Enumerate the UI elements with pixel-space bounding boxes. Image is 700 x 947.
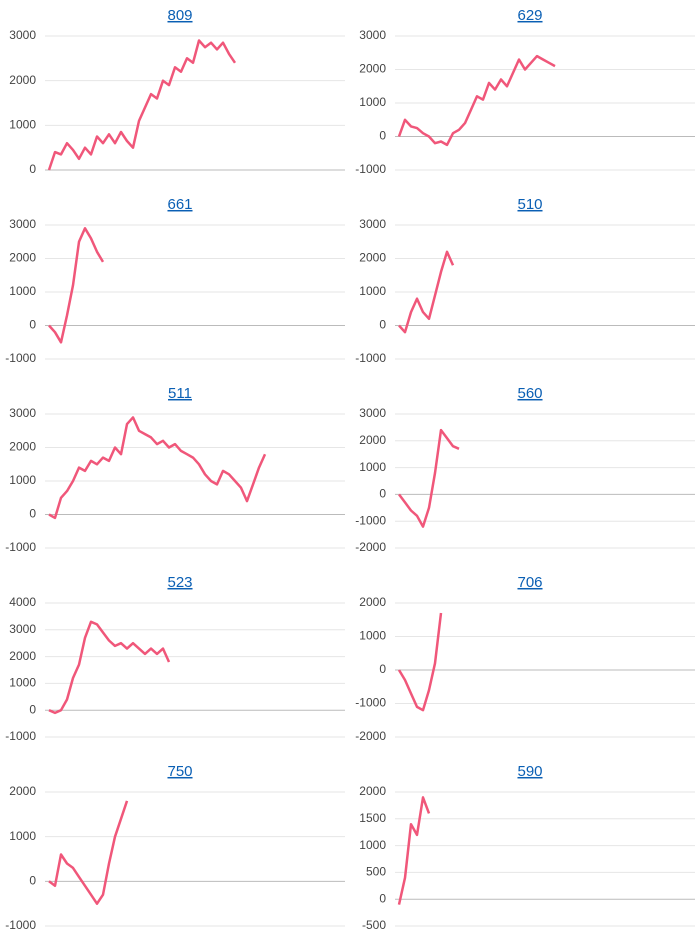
y-tick-label: 3000: [359, 406, 386, 420]
y-tick-label: 2000: [359, 62, 386, 76]
data-line: [397, 612, 443, 712]
y-tick-label: 0: [29, 507, 36, 521]
y-tick-label: -1000: [5, 351, 36, 365]
y-tick-label: 2000: [9, 440, 36, 454]
data-line: [47, 39, 237, 171]
y-tick-label: 2000: [9, 649, 36, 663]
y-tick-label: 0: [29, 318, 36, 332]
y-tick-label: -1000: [355, 513, 386, 527]
y-tick-label: 1000: [9, 473, 36, 487]
data-line: [398, 428, 460, 528]
chart-title[interactable]: 750: [167, 763, 192, 780]
data-line: [48, 227, 105, 344]
y-tick-label: 1000: [9, 118, 36, 132]
chart-title[interactable]: 661: [167, 196, 192, 213]
y-tick-label: 1000: [9, 284, 36, 298]
y-tick-label: -2000: [355, 729, 386, 743]
y-tick-label: 1500: [359, 811, 386, 825]
y-tick-label: 2000: [359, 433, 386, 447]
y-tick-label: 2000: [9, 73, 36, 87]
y-tick-label: 1000: [359, 838, 386, 852]
y-tick-label: 2000: [359, 784, 386, 798]
chart-title[interactable]: 809: [167, 7, 192, 24]
y-tick-label: 0: [29, 874, 36, 888]
y-tick-label: 3000: [359, 28, 386, 42]
y-tick-label: 1000: [359, 284, 386, 298]
data-line: [398, 250, 455, 334]
chart-title[interactable]: 560: [517, 385, 542, 402]
y-tick-label: 1000: [9, 829, 36, 843]
y-tick-label: 500: [366, 865, 386, 879]
y-tick-label: -1000: [355, 162, 386, 176]
chart-title[interactable]: 511: [168, 385, 192, 402]
y-tick-label: 3000: [9, 406, 36, 420]
y-tick-label: 2000: [9, 784, 36, 798]
y-tick-label: -1000: [5, 540, 36, 554]
data-line: [397, 796, 431, 905]
y-tick-label: 1000: [359, 460, 386, 474]
y-tick-label: 0: [379, 487, 386, 501]
data-line: [397, 54, 556, 147]
data-line: [48, 620, 171, 715]
y-tick-label: 0: [379, 129, 386, 143]
y-tick-label: 2000: [359, 251, 386, 265]
y-tick-label: 2000: [9, 251, 36, 265]
chart-title[interactable]: 590: [517, 763, 542, 780]
data-line: [48, 800, 129, 905]
chart-title[interactable]: 629: [517, 7, 542, 24]
y-tick-label: -1000: [5, 918, 36, 932]
y-tick-label: 3000: [9, 217, 36, 231]
y-tick-label: 3000: [359, 217, 386, 231]
y-tick-label: 3000: [9, 28, 36, 42]
y-tick-label: 0: [379, 662, 386, 676]
y-tick-label: -2000: [355, 540, 386, 554]
y-tick-label: -500: [362, 918, 386, 932]
chart-title[interactable]: 510: [517, 196, 542, 213]
data-line: [48, 416, 267, 520]
y-tick-label: 0: [29, 162, 36, 176]
y-tick-label: 1000: [9, 676, 36, 690]
chart-title[interactable]: 706: [517, 574, 542, 591]
chart-title[interactable]: 523: [167, 574, 192, 591]
y-tick-label: -1000: [355, 696, 386, 710]
y-tick-label: 0: [29, 702, 36, 716]
y-tick-label: 0: [379, 891, 386, 905]
y-tick-label: 1000: [359, 629, 386, 643]
y-tick-label: -1000: [355, 351, 386, 365]
y-tick-label: 3000: [9, 622, 36, 636]
y-tick-label: 1000: [359, 95, 386, 109]
y-tick-label: 4000: [9, 595, 36, 609]
y-tick-label: 2000: [359, 595, 386, 609]
y-tick-label: 0: [379, 318, 386, 332]
y-tick-label: -1000: [5, 729, 36, 743]
